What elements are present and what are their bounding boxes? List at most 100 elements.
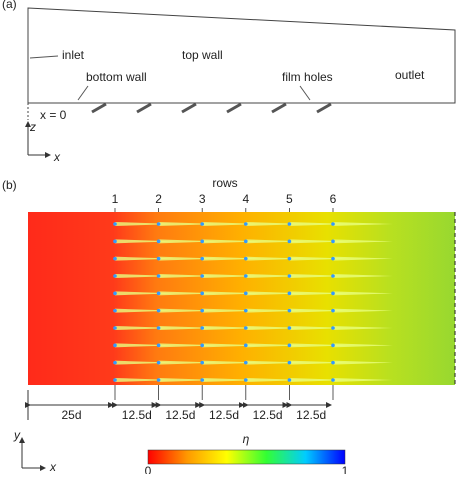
streak — [202, 378, 263, 382]
streak — [115, 326, 175, 330]
hole-mark — [113, 360, 117, 365]
streak — [333, 256, 393, 261]
streak — [202, 291, 263, 296]
row-number: 4 — [242, 192, 249, 206]
label: bottom wall — [86, 70, 147, 84]
streak — [289, 274, 350, 278]
hole-mark — [200, 239, 204, 244]
hole-mark — [287, 360, 292, 365]
hole-mark — [287, 326, 292, 330]
label: film holes — [282, 70, 333, 84]
domain-outline — [27, 7, 456, 104]
hole-mark — [113, 291, 117, 296]
label: outlet — [395, 68, 425, 82]
streak — [202, 274, 263, 278]
streak — [115, 308, 175, 313]
streak — [158, 239, 219, 244]
streak — [202, 222, 263, 226]
hole-mark — [287, 378, 292, 382]
label: x = 0 — [40, 108, 67, 122]
streak — [289, 360, 350, 365]
streaks — [113, 222, 393, 382]
hole-mark — [287, 239, 292, 244]
hole-mark — [156, 378, 161, 382]
streak — [115, 274, 175, 278]
hole-mark — [287, 256, 292, 261]
film-holes-shapes — [91, 102, 332, 114]
streak — [245, 256, 306, 261]
hole-mark — [287, 308, 292, 313]
streak — [333, 360, 393, 365]
streak — [202, 326, 263, 330]
dimension-label: 12.5d — [253, 408, 283, 422]
axis-label: x — [49, 460, 57, 474]
axis-label: z — [29, 120, 36, 134]
hole-mark — [331, 256, 335, 261]
hole-mark — [244, 256, 248, 261]
streak — [333, 239, 393, 244]
hole-mark — [287, 343, 292, 348]
streak — [245, 274, 306, 278]
hole-mark — [200, 343, 204, 348]
streak — [158, 274, 219, 278]
hole-mark — [156, 291, 161, 296]
hole-mark — [331, 360, 335, 365]
streak — [245, 326, 306, 330]
hole-mark — [244, 343, 248, 348]
streak — [245, 222, 306, 226]
streak — [202, 343, 263, 348]
hole-mark — [200, 274, 204, 278]
hole-mark — [113, 256, 117, 261]
streak — [289, 291, 350, 296]
hole-mark — [244, 360, 248, 365]
hole-mark — [331, 274, 335, 278]
colorbar-max: 1 — [342, 464, 349, 474]
streak — [289, 222, 350, 226]
streak — [245, 291, 306, 296]
streak — [202, 256, 263, 261]
hole-mark — [156, 326, 161, 330]
hole-mark — [244, 222, 248, 226]
colorbar-title: η — [243, 432, 250, 446]
streak — [289, 343, 350, 348]
streak — [333, 291, 393, 296]
streak — [115, 222, 175, 226]
hole — [226, 102, 242, 114]
streak — [289, 239, 350, 244]
streak — [333, 343, 393, 348]
leader — [77, 85, 89, 101]
hole-mark — [156, 256, 161, 261]
hole-mark — [200, 308, 204, 313]
streak — [115, 343, 175, 348]
axis-label: x — [53, 150, 61, 164]
hole-mark — [200, 256, 204, 261]
leader — [299, 85, 311, 101]
row-number: 2 — [155, 192, 162, 206]
streak — [333, 274, 393, 278]
streak — [115, 378, 175, 382]
row-number: 6 — [330, 192, 337, 206]
streak — [158, 222, 219, 226]
row-number: 5 — [286, 192, 293, 206]
streak — [158, 256, 219, 261]
dimension-label: 12.5d — [165, 408, 195, 422]
hole — [271, 102, 287, 114]
streak — [289, 308, 350, 313]
hole-mark — [156, 222, 161, 226]
streak — [115, 360, 175, 365]
hole-mark — [287, 222, 292, 226]
hole-mark — [244, 239, 248, 244]
streak — [158, 360, 219, 365]
colorbar — [147, 449, 346, 465]
streak — [245, 360, 306, 365]
hole-mark — [331, 222, 335, 226]
streak — [245, 343, 306, 348]
streak — [115, 256, 175, 261]
row-number: 1 — [112, 192, 119, 206]
streak — [158, 343, 219, 348]
dimension-label: 12.5d — [122, 408, 152, 422]
streak — [202, 308, 263, 313]
streak — [289, 378, 350, 382]
row-number: 3 — [199, 192, 206, 206]
